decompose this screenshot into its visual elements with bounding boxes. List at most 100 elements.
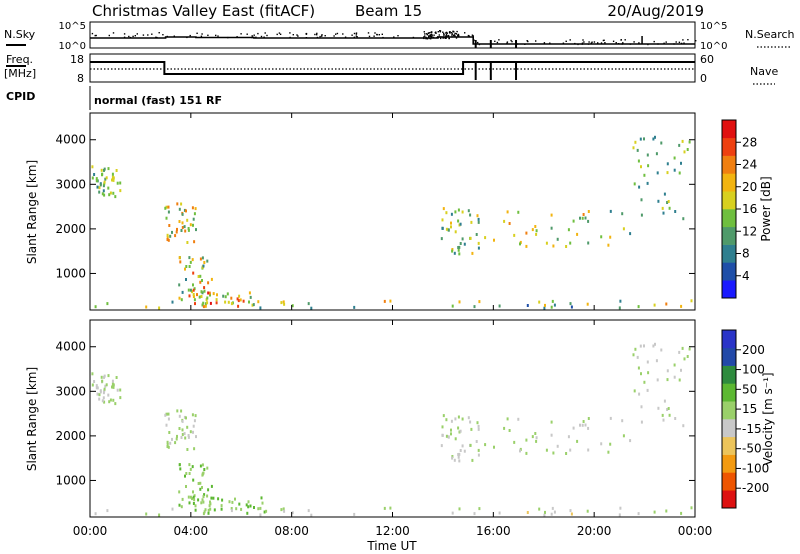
nsky-point <box>123 33 126 35</box>
data-cell <box>654 342 656 346</box>
data-cell <box>478 300 481 304</box>
data-cell <box>220 507 223 511</box>
data-cell <box>203 286 206 290</box>
data-cell <box>498 304 501 308</box>
nsky-point <box>456 30 458 33</box>
data-cell <box>179 260 182 264</box>
data-cell <box>475 233 478 236</box>
data-cell <box>239 298 242 302</box>
data-cell <box>506 417 509 421</box>
data-cell <box>457 248 460 252</box>
nsky-point <box>506 42 508 44</box>
data-cell <box>660 141 663 145</box>
data-cell <box>686 355 689 358</box>
data-cell <box>586 302 589 306</box>
nsky-point <box>430 38 432 40</box>
data-cell <box>622 227 625 231</box>
nsky-point <box>257 32 259 35</box>
data-cell <box>189 288 192 292</box>
data-cell <box>526 304 529 307</box>
data-cell <box>230 507 233 510</box>
data-cell <box>102 396 105 400</box>
nsky-point <box>577 43 579 46</box>
freq-trace <box>90 61 695 80</box>
data-cell <box>517 210 520 214</box>
nsky-point <box>451 33 453 35</box>
power-panel-frame <box>89 112 696 311</box>
data-cell <box>98 397 101 401</box>
data-cell <box>259 306 262 310</box>
data-cell <box>168 431 171 434</box>
data-cell <box>189 430 192 434</box>
y-tick-label: 4000 <box>55 340 86 354</box>
data-cell <box>640 165 642 169</box>
data-cell <box>667 200 670 203</box>
data-cell <box>164 206 167 210</box>
count-tick-low-left: 10^0 <box>59 41 86 52</box>
data-cell <box>91 176 94 180</box>
velocity-axes: 00:00 04:00 08:00 12:00 16:00 20:00 00:00 1000 2… <box>55 320 712 538</box>
data-cell <box>181 428 184 432</box>
data-cell <box>565 452 568 455</box>
data-cell <box>169 234 172 238</box>
power-colorbar: 4 8 12 16 20 24 28 Power [dB] <box>721 119 773 299</box>
data-cell <box>569 241 572 245</box>
data-cell <box>237 299 240 303</box>
data-cell <box>209 507 212 511</box>
nsky-point <box>447 35 449 37</box>
data-cell <box>184 229 187 233</box>
data-cell <box>191 258 194 262</box>
data-cell <box>191 497 193 501</box>
colorbar-tick-label: 24 <box>742 158 757 172</box>
data-cell <box>458 459 461 463</box>
data-cell <box>643 173 646 177</box>
nsky-point <box>355 35 357 37</box>
nsky-point <box>336 32 339 35</box>
data-cell <box>569 509 572 513</box>
data-cell <box>249 295 252 299</box>
data-cell <box>105 176 108 180</box>
data-cell <box>103 375 105 379</box>
nsky-point <box>397 35 399 37</box>
colorbar-swatch <box>722 436 736 455</box>
nsky-point <box>147 34 149 36</box>
nsky-point <box>186 36 188 39</box>
data-cell <box>459 429 462 433</box>
power-axes: 1000 2000 3000 4000 <box>55 113 696 310</box>
data-cell <box>171 230 173 234</box>
nsky-point <box>426 37 428 39</box>
data-cell <box>203 493 206 497</box>
nsky-point <box>439 30 442 32</box>
data-cell <box>178 490 181 494</box>
data-cell <box>115 169 118 172</box>
data-cell <box>112 176 115 180</box>
nsky-point <box>621 43 623 45</box>
data-cell <box>185 485 187 488</box>
data-cell <box>534 225 537 228</box>
data-cell <box>534 432 537 435</box>
data-cell <box>260 496 263 500</box>
nsky-point <box>151 33 153 35</box>
data-cell <box>192 295 195 298</box>
data-cell <box>457 453 460 456</box>
power-ylabel: Slant Range [km] <box>25 160 39 264</box>
nsky-point <box>374 32 376 34</box>
data-cell <box>637 305 640 309</box>
data-cell <box>525 451 528 455</box>
data-cell <box>103 168 105 172</box>
data-cell <box>188 256 191 260</box>
data-cell <box>638 392 641 396</box>
nsky-point <box>123 36 126 38</box>
data-cell <box>202 301 205 305</box>
data-cell <box>145 512 148 516</box>
data-cell <box>215 298 218 302</box>
data-cell <box>457 415 460 419</box>
data-cell <box>680 304 683 308</box>
data-cell <box>188 294 191 298</box>
data-cell <box>98 186 101 190</box>
nsky-point <box>236 36 238 38</box>
data-cell <box>111 385 113 389</box>
y-tick-label: 1000 <box>55 473 86 487</box>
freq-tick-low: 8 <box>77 72 84 85</box>
data-cell <box>166 238 169 241</box>
